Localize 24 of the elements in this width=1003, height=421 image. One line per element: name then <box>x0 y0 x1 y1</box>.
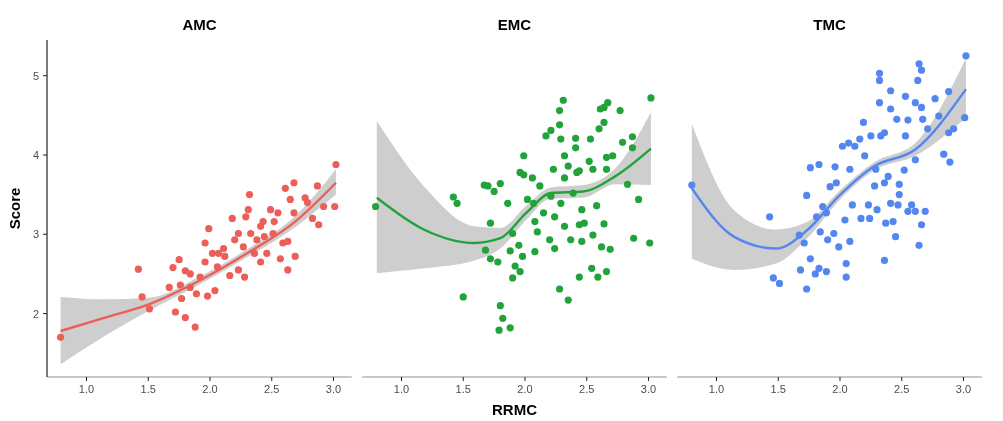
x-tick-label: 1.0 <box>78 383 95 395</box>
x-tick-label: 1.5 <box>770 383 786 395</box>
x-tick-label: 3.0 <box>640 383 657 395</box>
x-tick-label: 2.0 <box>517 383 533 395</box>
x-tick-label: 3.0 <box>325 383 342 395</box>
x-tick-label: 1.0 <box>708 383 725 395</box>
x-tick-label: 2.5 <box>579 383 595 395</box>
chart-title: EMC <box>497 16 532 33</box>
x-tick-label: 2.5 <box>264 383 280 395</box>
y-tick-label: 5 <box>32 69 39 82</box>
y-tick-label: 3 <box>32 228 39 241</box>
chart-title: AMC <box>182 16 217 33</box>
chart-title: TMC <box>813 16 846 33</box>
x-tick-label: 1.0 <box>393 383 410 395</box>
x-tick-label: 2.0 <box>202 383 218 395</box>
x-tick-label: 1.5 <box>140 383 156 395</box>
x-tick-label: 3.0 <box>955 383 972 395</box>
x-tick-label: 1.5 <box>455 383 471 395</box>
x-tick-label: 2.0 <box>832 383 848 395</box>
y-tick-label: 2 <box>32 307 39 320</box>
x-axis-title: RRMC <box>492 401 538 418</box>
y-axis-title: Score <box>6 187 23 230</box>
y-tick-label: 4 <box>32 148 39 161</box>
x-tick-label: 2.5 <box>894 383 910 395</box>
